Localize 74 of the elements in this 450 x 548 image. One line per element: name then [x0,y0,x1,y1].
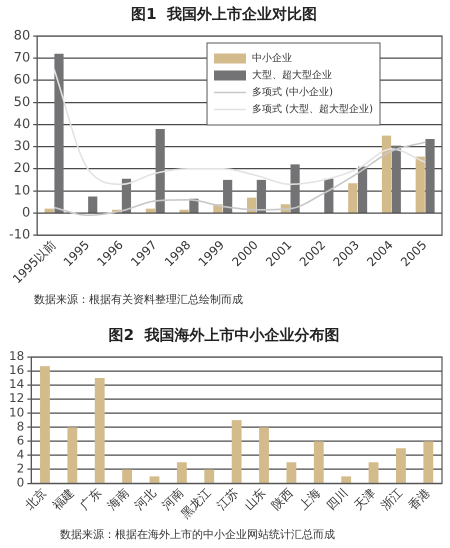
bar [324,178,334,213]
y-tick-label: 80 [14,28,30,44]
bar [290,164,300,213]
x-tick-label: 海南 [104,486,132,513]
x-tick-label: 香港 [406,486,433,513]
bar [146,208,155,213]
bar [368,462,378,483]
bar [88,196,98,213]
y-tick-label: 10 [8,405,24,420]
chart-title: 图2 我国海外上市中小企业分布图 [108,326,340,344]
bar [423,441,434,483]
bar [416,156,425,213]
bar [314,441,324,483]
x-tick-label: 北京 [22,486,50,513]
bar [204,469,214,483]
bar [44,208,54,213]
legend-label: 多项式 (大型、超大型企业) [252,103,374,116]
y-tick-label: 40 [14,116,30,132]
bar [259,427,269,483]
y-tick-label: 60 [14,72,30,88]
bar [176,462,187,483]
line-series [53,68,426,186]
bar [40,366,50,483]
line-series [53,141,426,216]
source-note: 数据来源：根据有关资料整理汇总绘制而成 [33,292,244,307]
bar [122,469,132,483]
y-tick-label: 0 [16,475,24,490]
y-tick-label: 0 [22,205,30,220]
source-note: 数据来源：根据在海外上市的中小企业网站统计汇总而成 [59,527,336,542]
x-tick-label: 山东 [241,486,268,513]
bar [256,180,266,213]
legend-label: 大型、超大型企业 [252,69,332,82]
y-tick-label: 12 [8,391,24,406]
bar [150,476,160,483]
y-tick-label: 30 [14,139,30,154]
x-tick-label: 江苏 [214,486,241,513]
bar [396,448,406,483]
bar [232,420,242,483]
bar [223,180,232,213]
y-tick-label: 4 [16,447,24,462]
y-tick-label: 70 [14,50,30,66]
x-tick-label: 河北 [132,486,159,513]
y-tick-label: 10 [14,183,30,198]
bar [286,462,296,483]
x-tick-label: 陕西 [268,486,296,513]
bar [67,427,78,483]
legend-label: 多项式 (中小企业) [252,86,334,98]
chart-title: 图1 我国外上市企业对比图 [131,4,317,23]
x-tick-label: 天津 [351,486,378,513]
bar [54,54,64,213]
y-tick-label: 18 [8,349,24,364]
x-tick-label: 上海 [296,486,324,513]
bar [358,166,368,213]
y-tick-label: 14 [8,377,24,392]
y-tick-label: 50 [14,94,30,110]
x-tick-label: 浙江 [378,486,406,513]
x-tick-label: 福建 [50,486,77,513]
bar [382,136,392,213]
bar [180,210,189,213]
bar [94,378,105,483]
y-tick-label: 6 [16,433,24,448]
bar [348,183,358,213]
x-tick-label: 广东 [77,486,104,513]
y-tick-label: 8 [16,419,24,434]
bar [156,128,165,213]
x-tick-label: 四川 [324,486,350,513]
y-tick-label: -10 [9,228,30,243]
bar [341,476,352,483]
y-tick-label: 2 [16,461,24,476]
legend-label: 中小企业 [252,52,292,64]
y-tick-label: 20 [14,161,30,176]
y-tick-label: 16 [8,363,24,378]
bar [392,146,401,213]
bar [425,138,435,213]
